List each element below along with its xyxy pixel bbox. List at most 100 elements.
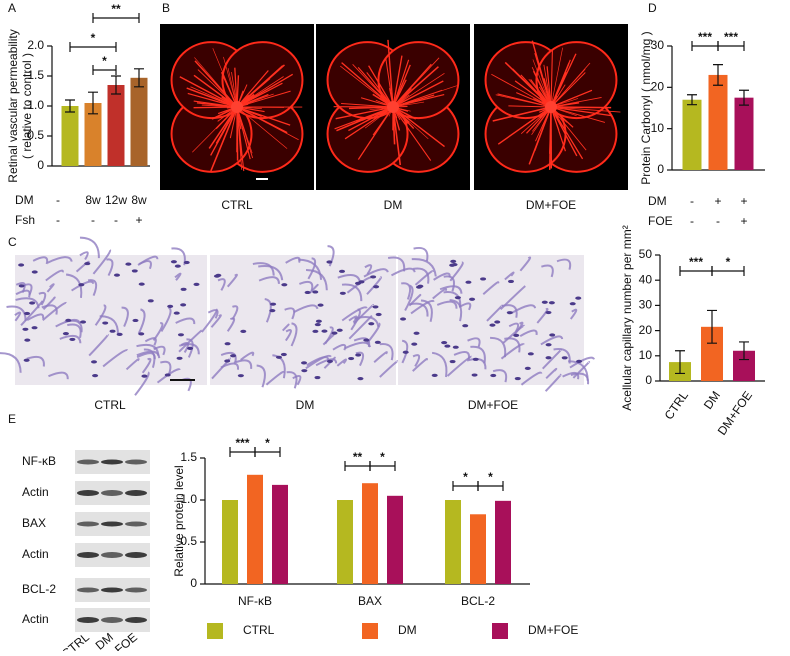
nucleus (549, 333, 555, 336)
row-value: 8w (85, 193, 101, 207)
nucleus (370, 275, 376, 278)
nucleus (214, 275, 220, 278)
bar (445, 500, 461, 584)
blot-band (101, 552, 123, 558)
x-tick-label: CTRL (662, 388, 692, 422)
row-value: 8w (131, 193, 147, 207)
row-value: - (690, 194, 694, 208)
blot-band (101, 460, 123, 465)
significance-label: * (265, 436, 270, 450)
nucleus (148, 299, 154, 302)
bar (387, 496, 403, 584)
nucleus (132, 319, 138, 322)
optic-disc (231, 101, 243, 113)
nucleus (469, 298, 475, 301)
nucleus (515, 377, 521, 380)
nucleus (165, 373, 171, 376)
nucleus (546, 343, 552, 346)
nucleus (225, 342, 231, 345)
row-label: DM (648, 194, 667, 208)
nucleus (326, 260, 332, 263)
histology-label: DM (296, 398, 315, 412)
x-tick-label: BAX (358, 594, 382, 608)
nucleus (312, 330, 318, 333)
row-value: - (114, 213, 118, 227)
y-tick-label: 30 (639, 298, 653, 312)
nucleus (465, 281, 471, 284)
x-tick-label: NF-κB (238, 594, 272, 608)
nucleus (348, 357, 354, 360)
nucleus (69, 338, 75, 341)
nucleus (455, 296, 461, 299)
nucleus (411, 343, 417, 346)
y-tick-label: 20 (639, 323, 653, 337)
bar (222, 500, 238, 584)
significance-label: * (91, 31, 96, 45)
nucleus (542, 301, 548, 304)
significance-label: * (488, 470, 493, 484)
legend-label: CTRL (243, 623, 275, 637)
nucleus (450, 260, 456, 263)
blot-row-label: BCL-2 (22, 582, 56, 596)
retina (328, 40, 459, 172)
blot-band (77, 617, 99, 623)
panel-letter: C (8, 235, 17, 249)
nucleus (281, 353, 287, 356)
significance-label: ** (111, 2, 121, 16)
nucleus (24, 312, 30, 315)
nucleus (358, 280, 364, 283)
nucleus (174, 311, 180, 314)
nucleus (114, 274, 120, 277)
nucleus (472, 373, 478, 376)
bar (62, 106, 79, 166)
panel-letter: E (8, 412, 16, 426)
nucleus (337, 329, 343, 332)
nucleus (187, 347, 193, 350)
nucleus (416, 286, 422, 289)
nucleus (473, 358, 479, 361)
row-value: + (135, 213, 142, 227)
nucleus (167, 305, 173, 308)
nucleus (184, 261, 190, 264)
panel-letter: D (648, 1, 657, 15)
bar (131, 78, 148, 166)
y-tick-label: 1.5 (180, 450, 197, 464)
bar (470, 514, 486, 584)
nucleus (281, 283, 287, 286)
blot-row-label: Actin (22, 547, 49, 561)
nucleus (24, 359, 30, 362)
nucleus (368, 322, 374, 325)
nucleus (494, 320, 500, 323)
blot-band (125, 522, 147, 527)
nucleus (414, 332, 420, 335)
legend-label: DM (398, 623, 417, 637)
nucleus (240, 330, 246, 333)
row-value: + (740, 194, 747, 208)
blot-row-label: Actin (22, 485, 49, 499)
nucleus (363, 339, 369, 342)
blot-band (125, 552, 147, 558)
nucleus (117, 333, 123, 336)
blot-band (77, 490, 99, 496)
nucleus (132, 269, 138, 272)
nucleus (180, 303, 186, 306)
nucleus (513, 334, 519, 337)
nucleus (301, 369, 307, 372)
nucleus (441, 341, 447, 344)
nucleus (373, 285, 379, 288)
nucleus (224, 359, 230, 362)
row-value: + (714, 194, 721, 208)
nucleus (576, 360, 582, 363)
retina (172, 42, 303, 172)
bar (108, 85, 125, 166)
blot-band (77, 460, 99, 465)
row-value: - (716, 214, 720, 228)
x-tick-label: DM (701, 389, 723, 412)
nucleus (570, 302, 576, 305)
nucleus (525, 367, 531, 370)
nucleus (22, 328, 28, 331)
nucleus (230, 354, 236, 357)
blot-band (125, 490, 147, 496)
nucleus (276, 356, 282, 359)
